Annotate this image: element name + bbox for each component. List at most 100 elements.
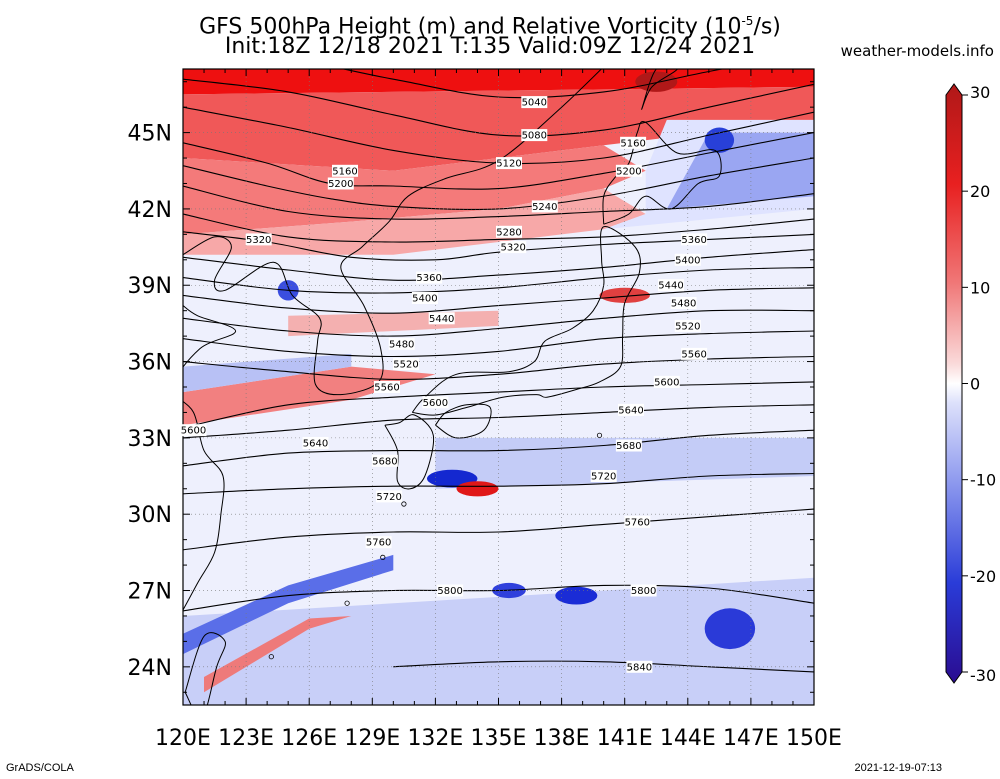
contour-label-bg: [416, 271, 443, 284]
coastline: [183, 69, 603, 396]
contour-label-bg: [618, 403, 644, 416]
height-contour: [183, 330, 814, 358]
vorticity-cell: [704, 608, 756, 650]
lon-tick-label: 147E: [723, 726, 779, 751]
contour-label-text: 5240: [532, 202, 557, 213]
map-title: GFS 500hPa Height (m) and Relative Vorti…: [199, 14, 781, 40]
contour-label: 5520: [393, 358, 419, 371]
contour-label-bg: [332, 164, 358, 177]
coastline: [435, 403, 492, 439]
lon-tick-label: 150E: [786, 726, 842, 751]
contour-label-bg: [371, 454, 398, 467]
contour-label: 5280: [496, 225, 522, 238]
contour-label-text: 5320: [500, 243, 525, 254]
vorticity-cell: [555, 586, 598, 605]
contour-label-text: 5480: [389, 339, 414, 350]
contour-label-text: 5600: [423, 398, 448, 409]
vorticity-band: [183, 554, 394, 655]
contour-label-text: 5520: [675, 321, 700, 332]
contour-label: 5600: [422, 396, 449, 409]
contour-label-text: 5760: [625, 517, 650, 528]
coastline: [183, 305, 237, 612]
lon-tick-label: 138E: [534, 726, 590, 751]
contour-label-text: 5320: [246, 235, 271, 246]
contour-label: 5840: [626, 660, 653, 673]
vorticity-cell: [599, 287, 650, 303]
contour-label: 5320: [245, 233, 272, 246]
height-contour: [183, 508, 814, 551]
contour-label: 5680: [371, 454, 398, 467]
vorticity-band: [183, 86, 814, 171]
contour-label-text: 5480: [671, 299, 696, 310]
contour-label-bg: [327, 177, 354, 190]
height-contour: [183, 185, 814, 220]
coastline: [641, 69, 678, 110]
island: [268, 654, 274, 660]
height-contour: [183, 213, 814, 243]
contour-label-text: 5400: [675, 255, 700, 266]
height-contour: [183, 309, 814, 337]
contour-label-bg: [681, 347, 708, 360]
height-contour: [183, 584, 814, 612]
contour-label: 5800: [437, 584, 464, 597]
map-area: [183, 69, 814, 705]
island: [344, 600, 350, 606]
contour-label-bg: [531, 200, 558, 213]
contour-labels: 5040 5080 5120 5160 5200 5240 5280 5320 5360 5400…: [180, 96, 708, 673]
lat-tick-label: 24N: [128, 656, 172, 681]
contour-label: 5520: [674, 319, 701, 332]
lon-tick-label: 120E: [155, 726, 211, 751]
contour-label: 5040: [521, 96, 548, 109]
map-subtitle: Init:18Z 12/18 2021 T:135 Valid:09Z 12/2…: [224, 34, 756, 59]
contour-label: 5640: [302, 437, 329, 450]
contour-label-text: 5560: [681, 349, 706, 360]
colorbar-label: 0: [970, 375, 980, 394]
colorbar-label: -10: [970, 471, 996, 490]
contour-label-text: 5760: [366, 538, 391, 549]
contour-label-bg: [674, 319, 701, 332]
site-watermark: weather-models.info: [840, 42, 994, 60]
contour-label: 5240: [531, 200, 558, 213]
lon-tick-label: 126E: [281, 726, 337, 751]
coastline: [184, 632, 226, 705]
contour-label-bg: [500, 241, 527, 254]
height-contour: [183, 157, 814, 211]
lon-tick-label: 132E: [407, 726, 463, 751]
lat-tick-label: 42N: [128, 198, 172, 223]
lat-tick-label: 45N: [128, 122, 172, 147]
longitude-axis: 120E 123E 126E 129E 132E 135E 138E 141E 144E 147E…: [155, 726, 842, 751]
contour-label-bg: [365, 536, 392, 549]
contour-label-bg: [670, 297, 697, 309]
island: [380, 554, 386, 561]
contour-label: 5560: [374, 381, 400, 394]
colorbar-label: -30: [970, 666, 996, 685]
contour-label: 5600: [653, 375, 680, 388]
contour-label: 5400: [411, 292, 438, 305]
contour-label-bg: [674, 253, 701, 266]
coastline: [411, 226, 641, 416]
colorbar-label: 10: [970, 278, 990, 297]
contour-label-bg: [422, 396, 449, 409]
lat-tick-label: 33N: [128, 427, 172, 452]
vorticity-band: [183, 145, 646, 235]
height-contour: [183, 249, 814, 281]
contour-label: 5720: [590, 470, 617, 483]
colorbar-gradient: [945, 83, 963, 684]
contour-label: 5760: [365, 536, 392, 549]
lon-tick-label: 123E: [218, 726, 274, 751]
contour-label-text: 5800: [631, 586, 656, 597]
contour-label: 5360: [681, 233, 708, 246]
contour-label-text: 5720: [376, 492, 401, 503]
lon-tick-label: 135E: [471, 726, 527, 751]
contour-label-text: 5400: [412, 294, 437, 305]
lon-tick-label: 129E: [344, 726, 400, 751]
contour-label-bg: [376, 490, 403, 503]
contour-label-text: 5600: [654, 377, 679, 388]
contour-label-text: 5280: [496, 227, 521, 238]
lon-tick-label: 141E: [597, 726, 653, 751]
contour-label-text: 5640: [303, 439, 328, 450]
lat-tick-label: 36N: [128, 351, 172, 376]
contour-label-text: 5040: [522, 98, 547, 109]
latitude-axis: 45N 42N 39N 36N 33N 30N 27N 24N: [128, 122, 172, 681]
